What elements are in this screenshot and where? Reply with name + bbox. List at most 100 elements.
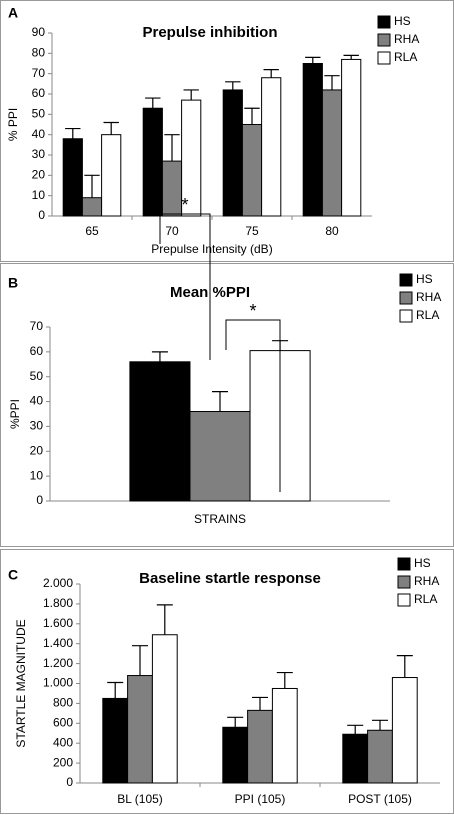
panel-letter: A bbox=[8, 5, 18, 21]
y-axis-label: STARTLE MAGNITUDE bbox=[14, 619, 28, 747]
y-tick-label: 30 bbox=[32, 147, 46, 161]
y-tick-label: 70 bbox=[30, 319, 44, 333]
y-tick-label: 800 bbox=[53, 696, 73, 710]
error-bar bbox=[132, 645, 148, 676]
y-tick-label: 10 bbox=[32, 188, 46, 202]
legend-label: RLA bbox=[416, 308, 439, 322]
y-tick-label: 20 bbox=[30, 443, 44, 457]
error-bar bbox=[276, 671, 293, 689]
y-tick-label: 30 bbox=[30, 419, 44, 433]
annotation: * bbox=[181, 195, 188, 215]
error-bar bbox=[164, 134, 180, 162]
legend-swatch bbox=[397, 557, 411, 571]
y-tick-label: 0 bbox=[66, 775, 73, 789]
x-axis-label: Prepulse Intensity (dB) bbox=[151, 242, 272, 256]
bar bbox=[62, 138, 83, 217]
bar bbox=[341, 58, 362, 217]
bar bbox=[129, 361, 191, 502]
y-tick-label: 70 bbox=[32, 66, 46, 80]
legend-swatch bbox=[399, 291, 413, 305]
error-bar bbox=[107, 681, 124, 699]
bar bbox=[102, 697, 129, 784]
error-bar bbox=[103, 121, 119, 135]
error-bar bbox=[156, 604, 173, 635]
error-bar bbox=[396, 655, 413, 678]
x-tick-label: PPI (105) bbox=[235, 792, 286, 806]
bar bbox=[367, 729, 393, 784]
bar bbox=[342, 733, 369, 784]
legend-label: RHA bbox=[394, 32, 419, 46]
y-tick-label: 1.800 bbox=[43, 596, 73, 610]
legend-label: RHA bbox=[414, 574, 439, 588]
legend-label: HS bbox=[416, 272, 433, 286]
y-tick-label: 90 bbox=[32, 25, 46, 39]
bar bbox=[127, 675, 153, 784]
annotation: * bbox=[249, 301, 256, 321]
y-tick-label: 200 bbox=[53, 755, 73, 769]
y-tick-label: 50 bbox=[32, 107, 46, 121]
x-tick-label: POST (105) bbox=[348, 792, 412, 806]
legend-swatch bbox=[377, 33, 391, 47]
x-tick-label: 80 bbox=[325, 224, 339, 238]
bar bbox=[161, 160, 183, 217]
legend-swatch bbox=[377, 15, 391, 29]
bar bbox=[222, 89, 243, 217]
y-tick-label: 1.600 bbox=[43, 616, 73, 630]
y-tick-label: 1.200 bbox=[43, 656, 73, 670]
x-tick-label: 65 bbox=[85, 224, 99, 238]
y-tick-label: 2.000 bbox=[43, 576, 73, 590]
significance-bracket bbox=[159, 213, 211, 360]
chart-title: Baseline startle response bbox=[139, 570, 321, 587]
legend-swatch bbox=[399, 273, 413, 287]
error-bar bbox=[347, 724, 364, 735]
y-tick-label: 50 bbox=[30, 369, 44, 383]
bar bbox=[261, 77, 282, 217]
bar bbox=[391, 677, 418, 784]
legend-label: HS bbox=[394, 14, 411, 28]
error-bar bbox=[84, 174, 100, 198]
legend-label: RHA bbox=[416, 290, 441, 304]
y-tick-label: 1.000 bbox=[43, 676, 73, 690]
y-tick-label: 600 bbox=[53, 715, 73, 729]
bar bbox=[302, 63, 323, 217]
panel-letter: B bbox=[8, 275, 18, 291]
y-tick-label: 80 bbox=[32, 46, 46, 60]
y-tick-label: 1.400 bbox=[43, 636, 73, 650]
legend-swatch bbox=[397, 575, 411, 589]
x-tick-label: 75 bbox=[245, 224, 259, 238]
y-tick-label: 60 bbox=[32, 86, 46, 100]
y-tick-label: 400 bbox=[53, 735, 73, 749]
error-bar bbox=[227, 716, 244, 728]
y-tick-label: 40 bbox=[30, 394, 44, 408]
error-bar bbox=[324, 75, 340, 90]
y-tick-label: 40 bbox=[32, 127, 46, 141]
error-bar bbox=[263, 69, 279, 78]
error-bar bbox=[212, 391, 228, 412]
error-bar bbox=[305, 56, 321, 64]
x-tick-label: BL (105) bbox=[117, 792, 163, 806]
bar bbox=[241, 124, 263, 217]
error-bar bbox=[225, 81, 241, 90]
error-bar bbox=[343, 54, 359, 60]
panel-frame bbox=[0, 263, 454, 547]
bar bbox=[271, 687, 298, 784]
legend-label: RLA bbox=[414, 592, 437, 606]
legend-label: RLA bbox=[394, 50, 417, 64]
error-bar bbox=[244, 107, 260, 125]
chart-title: Prepulse inhibition bbox=[142, 24, 277, 41]
bar bbox=[222, 726, 249, 784]
x-tick-label: STRAINS bbox=[194, 512, 246, 526]
error-bar bbox=[372, 719, 388, 731]
bar bbox=[81, 197, 103, 217]
bar bbox=[101, 134, 122, 217]
bar bbox=[189, 411, 251, 502]
bar bbox=[142, 107, 163, 217]
legend-swatch bbox=[399, 309, 413, 323]
x-tick-label: 70 bbox=[165, 224, 179, 238]
panel-letter: C bbox=[8, 567, 18, 583]
significance-bracket bbox=[225, 319, 281, 492]
y-tick-label: 0 bbox=[36, 493, 43, 507]
legend-label: HS bbox=[414, 556, 431, 570]
y-tick-label: 20 bbox=[32, 168, 46, 182]
y-axis-label: % PPI bbox=[6, 108, 20, 141]
